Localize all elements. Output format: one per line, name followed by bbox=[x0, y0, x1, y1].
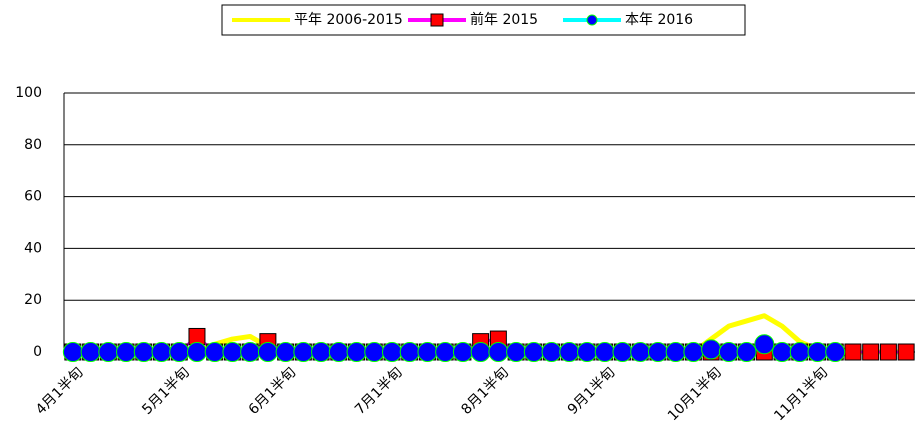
y-tick-label: 60 bbox=[24, 189, 42, 205]
circle-marker bbox=[222, 342, 243, 362]
legend-label: 前年 2015 bbox=[470, 11, 538, 28]
circle-marker bbox=[452, 342, 473, 362]
circle-marker bbox=[311, 342, 332, 362]
circle-marker bbox=[594, 342, 615, 362]
y-tick-label: 40 bbox=[24, 240, 42, 256]
circle-marker bbox=[417, 342, 438, 362]
circle-marker bbox=[559, 342, 580, 362]
circle-marker bbox=[736, 342, 757, 362]
legend-label: 本年 2016 bbox=[625, 12, 693, 28]
circle-marker bbox=[98, 342, 119, 362]
circle-marker bbox=[647, 342, 668, 362]
circle-marker bbox=[665, 342, 686, 362]
circle-marker bbox=[701, 339, 722, 360]
y-tick-label: 100 bbox=[15, 85, 42, 101]
circle-marker bbox=[825, 342, 846, 362]
circle-marker bbox=[523, 342, 544, 362]
x-tick-label: 11月1半旬 bbox=[771, 364, 831, 424]
square-marker bbox=[897, 343, 915, 361]
circle-marker bbox=[381, 342, 402, 362]
circle-marker bbox=[772, 342, 793, 362]
square-marker bbox=[844, 343, 862, 361]
circle-marker bbox=[506, 342, 527, 362]
circle-marker bbox=[204, 342, 225, 362]
x-tick-label: 6月1半旬 bbox=[246, 364, 300, 418]
x-tick-label: 8月1半旬 bbox=[458, 364, 512, 418]
circle-marker bbox=[754, 334, 775, 355]
circle-marker bbox=[240, 342, 261, 362]
circle-marker bbox=[151, 342, 172, 362]
circle-marker bbox=[169, 342, 190, 362]
circle-marker bbox=[470, 342, 491, 362]
x-tick-label: 9月1半旬 bbox=[565, 364, 619, 418]
legend-label: 平年 2006-2015 bbox=[294, 12, 403, 28]
circle-marker bbox=[718, 342, 739, 362]
circle-marker bbox=[116, 342, 137, 362]
circle-marker bbox=[683, 342, 704, 362]
circle-marker bbox=[257, 342, 278, 362]
circle-marker bbox=[346, 342, 367, 362]
circle-marker bbox=[186, 342, 207, 362]
circle-marker bbox=[62, 342, 83, 362]
y-tick-label: 0 bbox=[33, 344, 42, 360]
circle-marker bbox=[133, 342, 154, 362]
y-tick-label: 20 bbox=[24, 292, 42, 308]
circle-marker bbox=[435, 342, 456, 362]
circle-marker bbox=[612, 342, 633, 362]
circle-marker bbox=[541, 342, 562, 362]
circle-marker bbox=[399, 342, 420, 362]
circle-marker bbox=[293, 342, 314, 362]
square-marker bbox=[862, 343, 880, 361]
x-tick-label: 5月1半旬 bbox=[139, 364, 193, 418]
circle-marker bbox=[807, 342, 828, 362]
circle-marker bbox=[789, 342, 810, 362]
legend-box bbox=[221, 4, 746, 36]
circle-marker bbox=[630, 342, 651, 362]
circle-marker bbox=[328, 342, 349, 362]
circle-marker bbox=[275, 342, 296, 362]
y-tick-label: 80 bbox=[24, 137, 42, 153]
circle-marker bbox=[80, 342, 101, 362]
legend-marker bbox=[430, 13, 444, 27]
x-tick-label: 10月1半旬 bbox=[665, 364, 725, 424]
series bbox=[62, 334, 846, 362]
square-marker bbox=[879, 343, 897, 361]
legend-marker bbox=[586, 14, 598, 26]
circle-marker bbox=[577, 342, 598, 362]
circle-marker bbox=[364, 342, 385, 362]
x-tick-label: 7月1半旬 bbox=[352, 364, 406, 418]
circle-marker bbox=[488, 342, 509, 362]
x-tick-label: 4月1半旬 bbox=[33, 364, 87, 418]
